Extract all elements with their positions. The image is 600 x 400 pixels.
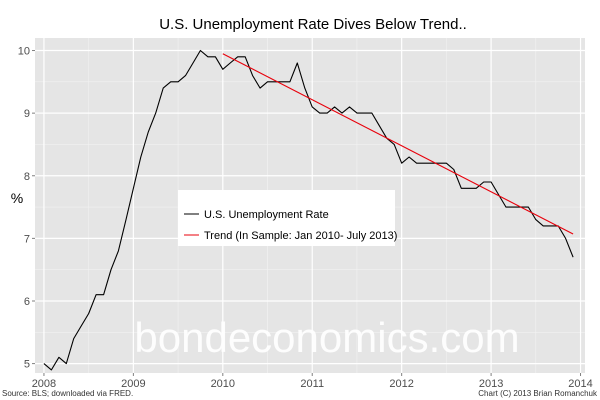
x-tick-label-2008: 2008 <box>32 378 56 390</box>
legend-label-unemployment: U.S. Unemployment Rate <box>204 209 329 221</box>
x-tick-label-2014: 2014 <box>568 378 592 390</box>
chart-title: U.S. Unemployment Rate Dives Below Trend… <box>159 16 467 33</box>
legend-box <box>178 190 395 246</box>
watermark: bondeconomics.com <box>134 314 519 361</box>
x-axis-ticks: 2008 2009 2010 2011 2012 2013 2014 <box>32 373 593 390</box>
series-line-trend <box>222 53 574 235</box>
credit-note: Chart (C) 2013 Brian Romanchuk <box>478 389 598 398</box>
y-tick-label-8: 8 <box>24 171 30 183</box>
x-tick-label-2013: 2013 <box>479 378 503 390</box>
y-tick-label-5: 5 <box>24 359 30 371</box>
y-tick-label-7: 7 <box>24 233 30 245</box>
x-tick-label-2011: 2011 <box>300 378 324 390</box>
legend-label-trend: Trend (In Sample: Jan 2010- July 2013) <box>204 230 397 242</box>
y-tick-label-9: 9 <box>24 108 30 120</box>
x-tick-label-2010: 2010 <box>211 378 235 390</box>
legend: U.S. Unemployment Rate Trend (In Sample:… <box>178 190 397 246</box>
y-axis-label: % <box>11 190 23 206</box>
y-axis-ticks: 5 6 7 8 9 10 <box>18 46 35 371</box>
x-tick-label-2009: 2009 <box>121 378 145 390</box>
y-tick-label-10: 10 <box>18 46 30 58</box>
y-tick-label-6: 6 <box>24 296 30 308</box>
x-tick-label-2012: 2012 <box>389 378 413 390</box>
series-layer <box>43 49 574 371</box>
source-note: Source: BLS; downloaded via FRED. <box>2 389 133 398</box>
